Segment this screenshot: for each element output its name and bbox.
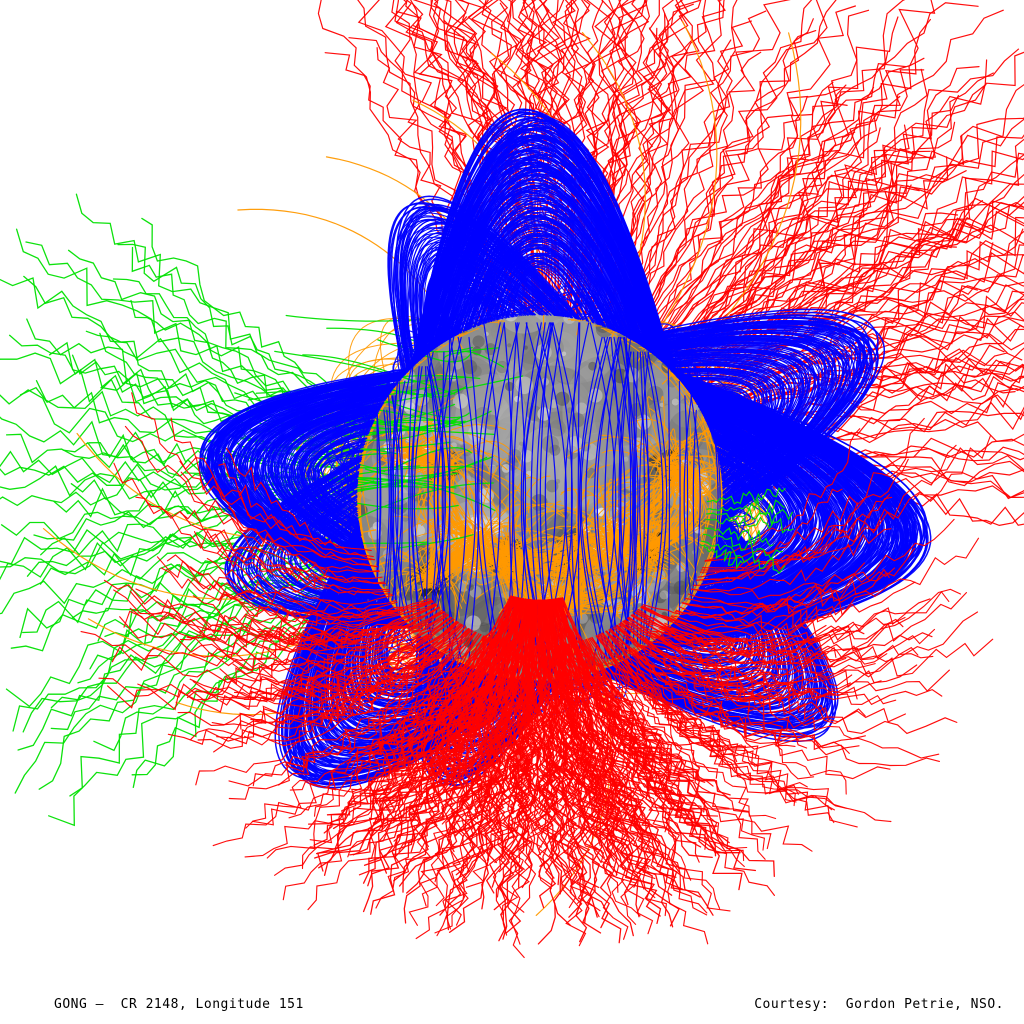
figure-caption-right: Courtesy: Gordon Petrie, NSO. bbox=[754, 997, 1004, 1012]
open-field-front-layer bbox=[80, 392, 994, 959]
figure-caption-left: GONG — CR 2148, Longitude 151 bbox=[54, 997, 304, 1012]
closed-field-layer bbox=[198, 108, 932, 789]
